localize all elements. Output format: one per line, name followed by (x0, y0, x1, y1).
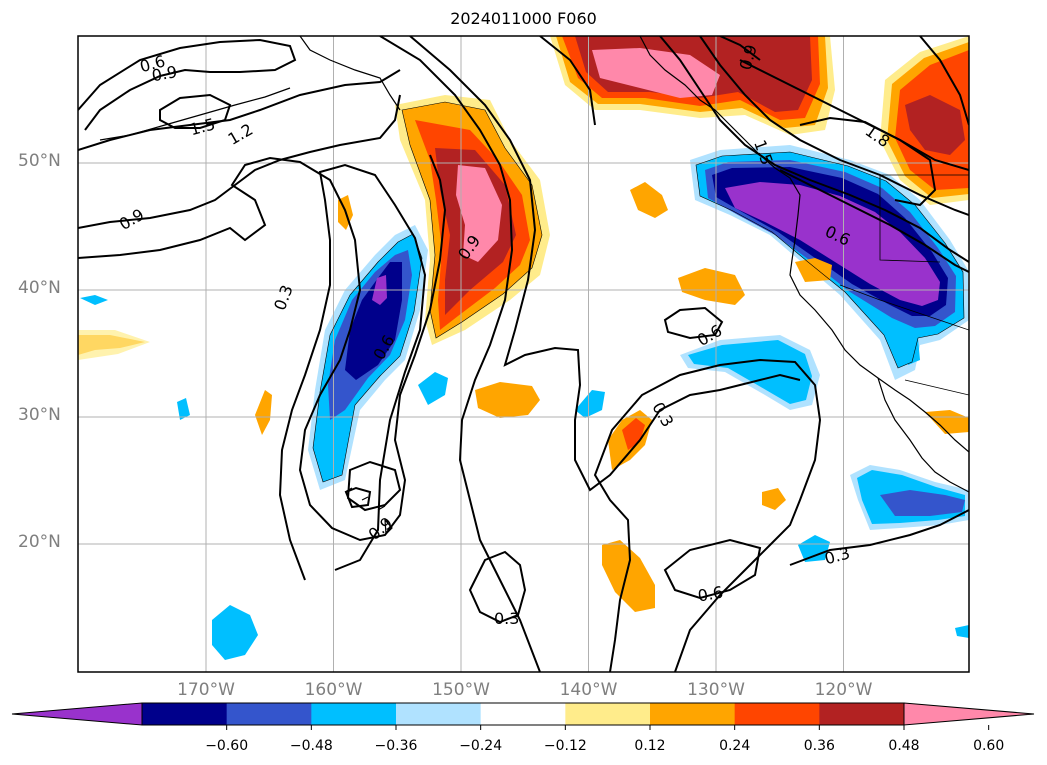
colorbar-swatch (480, 703, 566, 725)
colorbar-swatch (819, 703, 905, 725)
baja-coastline (877, 377, 969, 493)
negative-anomaly-sky (212, 605, 258, 660)
colorbar-swatch (734, 703, 820, 725)
contour-line (659, 36, 969, 263)
contour-line (78, 38, 297, 131)
colorbar-swatch (650, 703, 736, 725)
positive-anomaly-orange (795, 258, 832, 282)
contour-line (379, 36, 541, 672)
colorbar-tick-label: −0.12 (543, 738, 587, 754)
positive-anomaly-orange (678, 268, 745, 305)
negative-anomaly-sky (688, 340, 812, 404)
positive-anomaly-orange (255, 390, 272, 435)
shading-outline (695, 151, 965, 369)
contour-line (789, 509, 969, 566)
contour-line (593, 358, 822, 672)
shading-outline (401, 101, 543, 339)
colorbar-tick-label: 0.60 (973, 738, 1005, 754)
negative-anomaly-sky (80, 295, 108, 305)
map-frame (77, 35, 970, 673)
negative-anomaly-navy (345, 262, 402, 380)
colorbar-tick-label: 0.36 (803, 738, 835, 754)
negative-anomaly-sky (798, 535, 830, 562)
contour-line (409, 36, 801, 492)
alaska-coastline (299, 36, 401, 111)
negative-anomaly-purple (725, 182, 940, 306)
contour-line (719, 36, 761, 61)
contour-line (278, 163, 427, 581)
lat-tick-label: 20°N (18, 532, 61, 552)
colorbar-tick-label: 0.12 (634, 738, 666, 754)
colorbar-swatch (226, 703, 312, 725)
lat-tick-label: 50°N (18, 151, 61, 171)
positive-anomaly-orange (602, 540, 655, 612)
shading-outlines (312, 101, 965, 483)
contour-line (779, 169, 969, 273)
colorbar (11, 702, 1035, 730)
contour-line (346, 460, 402, 512)
lon-tick-label: 120°W (814, 680, 873, 700)
colorbar-swatch (565, 703, 651, 725)
contour-line (344, 486, 372, 509)
colorbar-swatch (311, 703, 397, 725)
gridlines (78, 36, 969, 672)
contour-line (78, 94, 401, 229)
colorbar-swatch (396, 703, 482, 725)
contour-line (663, 538, 762, 600)
contour-label: 0.9 (150, 62, 178, 85)
lon-tick-label: 140°W (559, 680, 618, 700)
lon-tick-label: 170°W (177, 680, 235, 700)
positive-anomaly-pink (592, 48, 720, 98)
positive-anomaly-orange (630, 182, 668, 218)
contour-label: 0.6 (696, 582, 724, 605)
shading-outline (312, 233, 423, 483)
contour-line (663, 306, 724, 340)
map-background (78, 36, 969, 672)
negative-anomaly-sky (418, 372, 448, 405)
colorbar-tick-label: 0.48 (888, 738, 920, 754)
colorbar-outline (141, 702, 905, 726)
colorbar-swatch (142, 703, 228, 725)
positive-anomaly-orange (762, 488, 786, 510)
negative-anomaly-sky (905, 335, 920, 365)
negative-anomaly-sky (575, 390, 605, 418)
lon-tick-label: 150°W (432, 680, 490, 700)
positive-anomaly-darkred (905, 95, 965, 155)
contour-line (159, 93, 232, 129)
colorbar-tick-label: −0.24 (459, 738, 503, 754)
positive-anomaly-pale (78, 330, 150, 360)
contour-line (699, 36, 969, 216)
colorbar-extend-min (11, 702, 143, 726)
colorbar-tick-label: −0.60 (205, 738, 249, 754)
lat-tick-label: 40°N (18, 278, 61, 298)
negative-anomaly-blue (880, 490, 965, 516)
lon-tick-label: 160°W (304, 680, 363, 700)
lon-tick-label: 130°W (687, 680, 745, 700)
contour-line (739, 59, 969, 171)
contour-line (919, 36, 969, 126)
contour-line (468, 550, 527, 624)
contour-line (539, 36, 596, 126)
contour-line (78, 69, 401, 151)
colorbar-extend-max (903, 702, 1035, 726)
lat-tick-label: 30°N (18, 405, 61, 425)
contour-label: 0.3 (494, 609, 519, 628)
us-borders (839, 174, 969, 396)
map-plot-area: 0.6 0.9 1.5 1.2 0.9 0.3 0.9 0.6 0.9 0.9 … (78, 36, 969, 672)
map-title: 2024011000 F060 (450, 9, 597, 28)
negative-anomaly-sky (177, 398, 190, 420)
colorbar-tick-label: 0.24 (719, 738, 751, 754)
positive-anomaly-orange (475, 382, 540, 418)
contour-line (78, 154, 447, 542)
colorbar-tick-label: −0.48 (289, 738, 333, 754)
contour-line (799, 116, 937, 207)
positive-anomaly-orange (925, 410, 969, 434)
colorbar-tick-label: −0.36 (374, 738, 418, 754)
positive-anomaly-pink (456, 165, 502, 262)
contour-lines (78, 36, 969, 672)
negative-anomaly-sky (955, 625, 969, 638)
